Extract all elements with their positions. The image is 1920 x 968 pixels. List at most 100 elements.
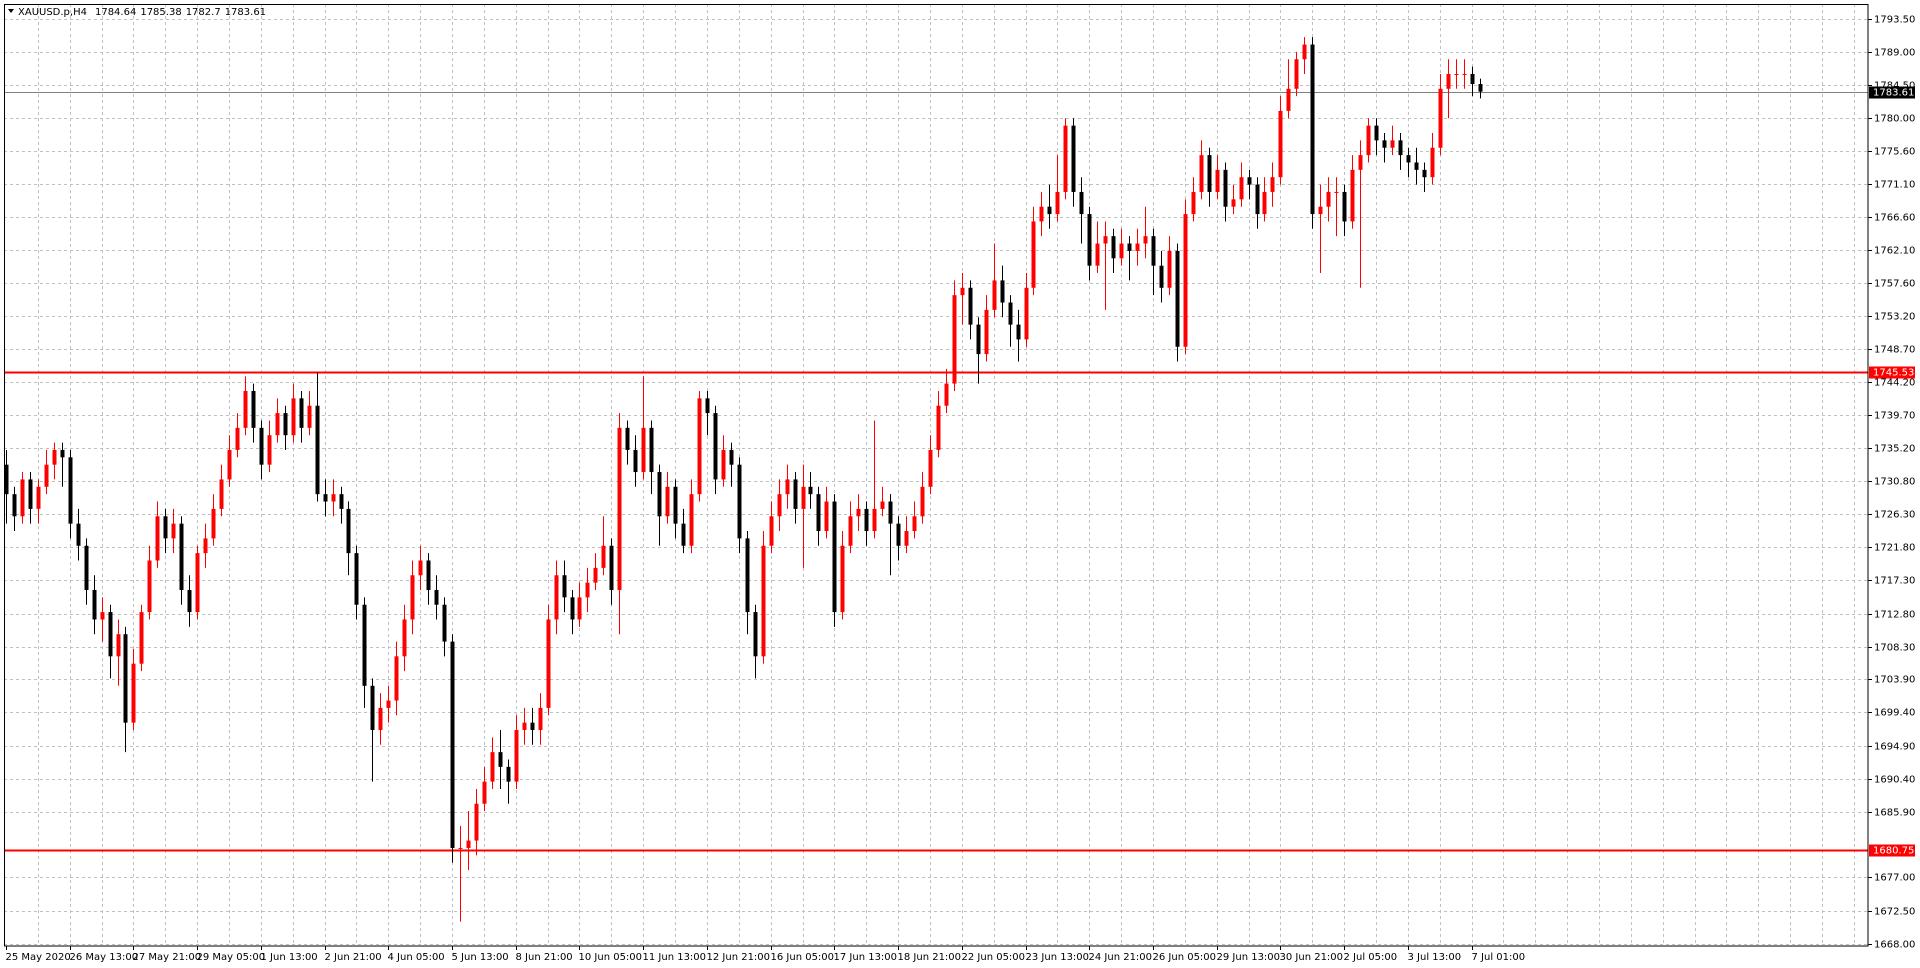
candle-body: [904, 531, 909, 546]
candle-body: [840, 545, 845, 613]
candle-body: [1302, 44, 1307, 60]
candle-body: [1024, 287, 1029, 340]
candle-body: [562, 575, 567, 598]
candle-body: [426, 560, 431, 590]
candle-body: [434, 589, 439, 605]
candle-body: [171, 523, 176, 539]
candle-body: [1000, 280, 1005, 303]
candle-body: [339, 494, 344, 509]
y-tick-label: 1730.80: [1874, 477, 1915, 488]
candle-body: [1119, 243, 1124, 259]
levels: [4, 92, 1868, 852]
chart-title: XAUUSD.p,H4: [18, 7, 87, 18]
x-tick-label: 26 Jun 05:00: [1153, 952, 1217, 963]
candle-body: [1103, 236, 1108, 244]
candle-body: [793, 479, 798, 509]
candle-body: [155, 516, 160, 561]
y-tick-label: 1703.90: [1874, 675, 1915, 686]
candle-body: [354, 553, 359, 605]
candle-body: [139, 612, 144, 664]
candle-body: [856, 508, 861, 517]
y-tick-label: 1766.60: [1874, 213, 1915, 224]
candle-body: [1255, 184, 1260, 215]
x-tick-label: 3 Jul 13:00: [1408, 952, 1462, 963]
symbol-menu-arrow[interactable]: [8, 9, 14, 13]
candle-body: [601, 545, 606, 568]
candle-body: [1087, 214, 1092, 266]
x-tick-label: 2 Jul 05:00: [1344, 952, 1398, 963]
candle-body: [570, 597, 575, 620]
candle-body: [378, 707, 383, 731]
y-tick-label: 1677.00: [1874, 873, 1915, 884]
candle-body: [593, 567, 598, 583]
candle-body: [530, 722, 535, 731]
x-tick-label: 1 Jun 13:00: [261, 952, 318, 963]
candle-body: [1143, 236, 1148, 244]
candle-body: [1334, 191, 1339, 193]
x-tick-label: 23 Jun 13:00: [1026, 952, 1090, 963]
candle-body: [187, 589, 192, 613]
candle-body: [633, 449, 638, 473]
candle-body: [346, 508, 351, 554]
candle-body: [418, 560, 423, 576]
candle-body: [968, 287, 973, 325]
candle-body: [1294, 59, 1299, 89]
candle-body: [546, 619, 551, 708]
candle-body: [665, 486, 670, 517]
candle-body: [1071, 125, 1076, 192]
x-tick-label: 12 Jun 21:00: [707, 952, 771, 963]
candle-body: [761, 545, 766, 657]
candle-body: [848, 516, 853, 546]
candle-body: [386, 700, 391, 708]
candle-body: [1151, 236, 1156, 266]
candle-body: [1127, 243, 1132, 251]
candle-body: [482, 781, 487, 804]
candle-body: [625, 427, 630, 450]
candle-body: [1430, 147, 1435, 178]
x-tick-label: 16 Jun 05:00: [771, 952, 835, 963]
y-tick-label: 1685.90: [1874, 808, 1915, 819]
y-tick-label: 1771.10: [1874, 180, 1915, 191]
candle-body: [1278, 110, 1283, 178]
candle-body: [1239, 177, 1244, 200]
candle-body: [1247, 177, 1252, 185]
candle-body: [466, 840, 471, 848]
x-tick-label: 17 Jun 13:00: [834, 952, 898, 963]
y-tick-label: 1735.20: [1874, 444, 1915, 455]
y-tick-label: 1744.20: [1874, 378, 1915, 389]
y-tick-label: 1739.70: [1874, 411, 1915, 422]
candle-body: [315, 405, 320, 495]
candle-body: [506, 766, 511, 782]
candle-body: [514, 730, 519, 782]
candle-body: [1366, 125, 1371, 156]
candle-body: [522, 722, 527, 731]
candle-body: [538, 707, 543, 731]
candle-body: [1470, 74, 1475, 85]
y-tick-label: 1793.50: [1874, 15, 1915, 26]
candle-body: [28, 479, 33, 509]
candle-body: [410, 575, 415, 620]
candle-body: [554, 575, 559, 620]
candle-body: [251, 390, 256, 428]
candle-body: [4, 464, 9, 495]
candle-body: [1199, 155, 1204, 192]
axis: 1793.50 1789.00 1784.50 1780.00 1775.60 1771.…: [6, 15, 1916, 964]
candle-body: [649, 427, 654, 473]
candle-body: [498, 752, 503, 767]
y-tick-label: 1668.00: [1874, 940, 1915, 951]
candle-body: [1342, 191, 1347, 222]
candle-body: [179, 523, 184, 590]
candle-body: [275, 413, 280, 436]
candle-body: [1175, 250, 1180, 347]
candle-body: [147, 560, 152, 613]
candle-body: [1438, 88, 1443, 148]
last-open: 1784.64: [95, 7, 136, 18]
candle-body: [1358, 155, 1363, 170]
x-tick-label: 8 Jun 21:00: [516, 952, 573, 963]
candle-body: [609, 545, 614, 590]
candle-body: [1016, 324, 1021, 340]
price-label-box: [1869, 86, 1915, 99]
candle-body: [1047, 206, 1052, 215]
candle-body: [1183, 214, 1188, 347]
